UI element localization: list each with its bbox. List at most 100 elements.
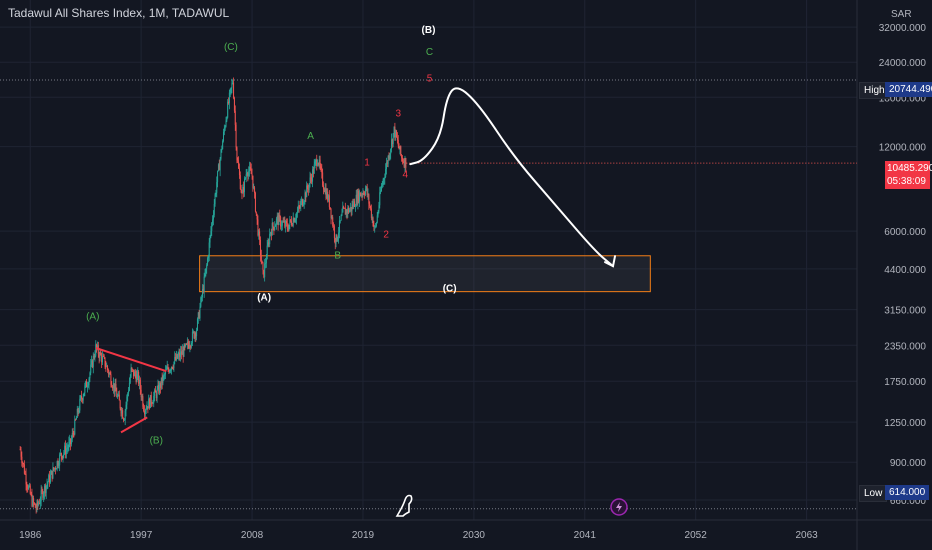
candle-body[interactable] <box>120 408 122 414</box>
candle-body[interactable] <box>133 371 135 377</box>
candle-body[interactable] <box>323 189 325 192</box>
candle-body[interactable] <box>233 97 235 111</box>
candle-body[interactable] <box>110 374 112 385</box>
candle-body[interactable] <box>401 157 403 162</box>
candle-body[interactable] <box>188 344 190 349</box>
candle-body[interactable] <box>66 447 68 449</box>
candle-body[interactable] <box>23 464 25 474</box>
candle-body[interactable] <box>265 263 267 265</box>
candle-body[interactable] <box>349 207 351 210</box>
candle-body[interactable] <box>134 371 136 376</box>
candle-body[interactable] <box>401 154 403 158</box>
candle-body[interactable] <box>187 342 189 345</box>
candle-body[interactable] <box>400 146 402 155</box>
candle-body[interactable] <box>47 482 49 484</box>
candle-body[interactable] <box>299 206 301 208</box>
candle-body[interactable] <box>45 485 47 493</box>
candle-body[interactable] <box>273 226 275 230</box>
candle-body[interactable] <box>64 445 66 453</box>
candle-body[interactable] <box>272 222 274 227</box>
candle-body[interactable] <box>288 224 290 231</box>
candle-body[interactable] <box>194 332 196 338</box>
candle-body[interactable] <box>360 194 362 197</box>
candle-body[interactable] <box>385 162 387 170</box>
candle-body[interactable] <box>367 194 369 196</box>
candle-body[interactable] <box>395 130 397 138</box>
candle-body[interactable] <box>225 120 227 127</box>
candle-body[interactable] <box>159 383 161 393</box>
candle-body[interactable] <box>325 188 327 199</box>
candle-body[interactable] <box>205 268 207 275</box>
candle-body[interactable] <box>359 192 361 202</box>
candle-body[interactable] <box>80 396 82 399</box>
candle-body[interactable] <box>145 409 147 411</box>
candle-body[interactable] <box>37 501 39 505</box>
candle-body[interactable] <box>387 156 389 164</box>
candle-body[interactable] <box>77 408 79 413</box>
candle-body[interactable] <box>43 493 45 498</box>
candle-body[interactable] <box>405 157 407 168</box>
candle-body[interactable] <box>88 378 90 386</box>
candle-body[interactable] <box>210 230 212 236</box>
candle-body[interactable] <box>266 245 268 259</box>
candle-body[interactable] <box>294 219 296 223</box>
candle-body[interactable] <box>233 82 235 98</box>
candle-body[interactable] <box>243 186 245 192</box>
candle-body[interactable] <box>305 192 307 198</box>
candle-body[interactable] <box>329 207 331 209</box>
candle-body[interactable] <box>165 368 167 371</box>
candle-body[interactable] <box>239 175 241 190</box>
candle-body[interactable] <box>170 367 172 371</box>
candle-body[interactable] <box>289 219 291 225</box>
candle-body[interactable] <box>373 226 375 227</box>
candle-body[interactable] <box>366 186 368 195</box>
candle-body[interactable] <box>79 398 81 411</box>
candle-body[interactable] <box>126 396 128 405</box>
candle-body[interactable] <box>196 318 198 331</box>
candle-body[interactable] <box>229 89 231 93</box>
candle-body[interactable] <box>232 82 234 84</box>
candle-body[interactable] <box>298 206 300 208</box>
candle-body[interactable] <box>390 149 392 154</box>
candle-body[interactable] <box>276 215 278 219</box>
candle-body[interactable] <box>51 470 53 479</box>
candle-body[interactable] <box>375 225 377 227</box>
candle-body[interactable] <box>268 242 270 245</box>
candle-body[interactable] <box>321 168 323 173</box>
candle-body[interactable] <box>279 215 281 218</box>
candle-body[interactable] <box>274 226 276 230</box>
candle-body[interactable] <box>70 439 72 445</box>
candle-body[interactable] <box>359 192 361 197</box>
candle-body[interactable] <box>191 331 193 343</box>
candle-body[interactable] <box>384 176 386 179</box>
candle-body[interactable] <box>121 410 123 414</box>
candle-body[interactable] <box>211 223 213 231</box>
candle-body[interactable] <box>96 344 98 349</box>
candle-body[interactable] <box>72 433 74 434</box>
candle-body[interactable] <box>117 394 119 396</box>
candle-body[interactable] <box>358 190 360 202</box>
candle-body[interactable] <box>290 219 292 222</box>
candle-body[interactable] <box>278 215 280 226</box>
candle-body[interactable] <box>19 449 21 451</box>
candle-body[interactable] <box>219 158 221 171</box>
candle-body[interactable] <box>87 385 89 387</box>
candle-body[interactable] <box>300 202 302 207</box>
candle-body[interactable] <box>25 473 27 485</box>
candle-body[interactable] <box>364 189 366 195</box>
candle-body[interactable] <box>286 223 288 229</box>
candle-body[interactable] <box>178 352 180 356</box>
candle-body[interactable] <box>240 189 242 193</box>
candle-body[interactable] <box>270 232 272 236</box>
candle-body[interactable] <box>28 485 30 487</box>
candle-body[interactable] <box>254 187 256 193</box>
candle-body[interactable] <box>382 179 384 185</box>
candle-body[interactable] <box>30 493 32 495</box>
candle-body[interactable] <box>223 128 225 132</box>
candle-body[interactable] <box>356 194 358 204</box>
candle-body[interactable] <box>217 164 219 171</box>
candle-body[interactable] <box>251 173 253 176</box>
candle-body[interactable] <box>236 147 238 161</box>
candle-body[interactable] <box>65 448 67 455</box>
